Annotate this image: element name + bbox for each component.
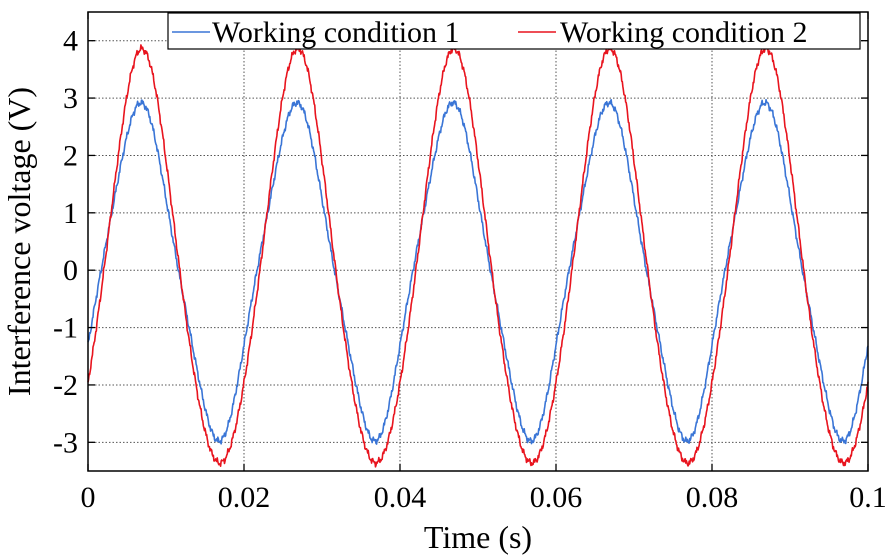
- series-lines: [87, 44, 869, 468]
- y-axis-title: Interference voltage (V): [1, 87, 37, 396]
- series-line-2: [87, 44, 869, 468]
- y-tick-labels: -3 -2 -1 0 1 2 3 4: [53, 25, 78, 460]
- legend-label-working-condition-1: Working condition 1: [212, 16, 460, 49]
- y-tick-label: -2: [53, 369, 78, 402]
- y-tick-label: 2: [63, 139, 78, 172]
- x-tick-labels: 0 0.02 0.04 0.06 0.08 0.1: [81, 481, 886, 514]
- y-tick-label: -1: [53, 312, 78, 345]
- x-tick-label: 0.02: [218, 481, 271, 514]
- grid: [88, 12, 868, 471]
- y-tick-label: -3: [53, 426, 78, 459]
- x-tick-label: 0.04: [374, 481, 427, 514]
- y-tick-label: 3: [63, 82, 78, 115]
- x-tick-label: 0: [81, 481, 96, 514]
- x-tick-label: 0.08: [686, 481, 739, 514]
- legend-box: [167, 12, 861, 50]
- tick-marks: [87, 12, 869, 471]
- y-tick-label: 0: [63, 254, 78, 287]
- plot-frame: [87, 11, 869, 472]
- x-axis-title: Time (s): [424, 519, 532, 555]
- y-tick-label: 4: [63, 25, 78, 58]
- x-tick-label: 0.1: [849, 481, 886, 514]
- legend-label-working-condition-2: Working condition 2: [560, 16, 808, 49]
- x-tick-label: 0.06: [530, 481, 583, 514]
- series-line-1: [87, 98, 869, 445]
- legend: Working condition 1 Working condition 2: [167, 12, 861, 50]
- y-tick-label: 1: [63, 197, 78, 230]
